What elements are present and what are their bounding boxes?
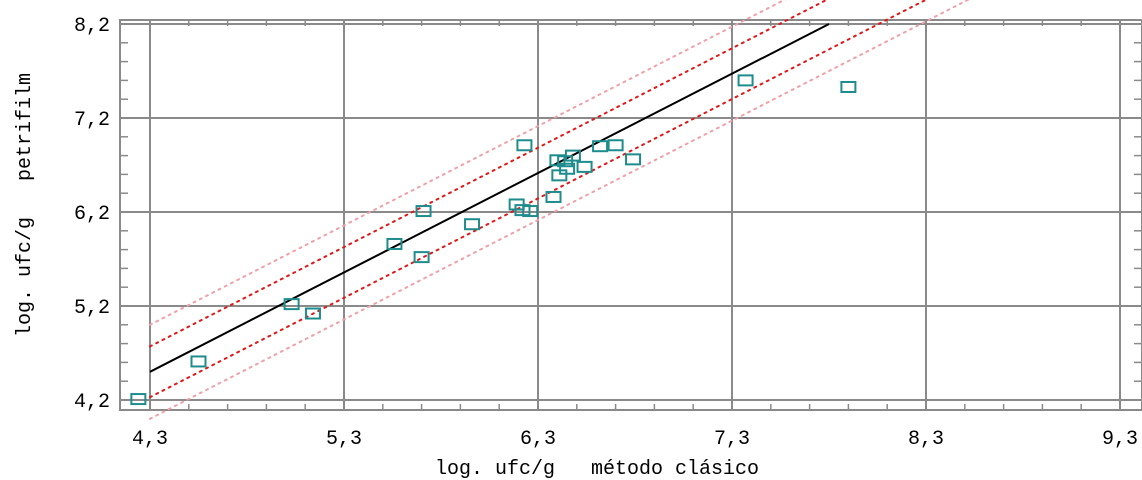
y-axis-label: log. ufc/g petrifilm [14, 73, 37, 337]
minor-ticks [120, 20, 1142, 410]
data-point [737, 74, 754, 87]
x-tick-label: 9,3 [1102, 428, 1138, 451]
confidence-band-line [149, 0, 829, 348]
data-point [564, 149, 581, 162]
x-tick-label: 8,3 [908, 428, 944, 451]
grid-lines [120, 20, 1142, 410]
data-point [283, 298, 300, 311]
x-axis-label: log. ufc/g método clásico [435, 458, 759, 480]
data-point [415, 205, 432, 218]
data-point [516, 139, 533, 152]
y-tick-labels: 4,2 5,2 6,2 7,2 8,2 [74, 15, 110, 414]
x-tick-label: 7,3 [714, 428, 750, 451]
y-tick-label: 5,2 [74, 297, 110, 320]
y-tick-label: 8,2 [74, 15, 110, 38]
prediction-band-line [149, 0, 970, 420]
y-tick-label: 7,2 [74, 109, 110, 132]
regression-line [149, 23, 830, 373]
regression [149, 23, 830, 373]
confidence-band-line [149, 0, 927, 399]
data-point [592, 140, 609, 153]
y-tick-label: 4,2 [74, 391, 110, 414]
data-point [559, 162, 576, 175]
data-point [304, 307, 321, 320]
data-point [190, 355, 207, 368]
data-point [545, 190, 562, 203]
data-point [130, 393, 147, 406]
data-point [386, 237, 403, 250]
x-tick-label: 6,3 [520, 428, 556, 451]
plot-area [119, 19, 1142, 411]
x-tick-label: 4,3 [132, 428, 168, 451]
prediction-band-line [149, 0, 787, 326]
data-point [840, 80, 857, 93]
x-tick-label: 5,3 [326, 428, 362, 451]
data-point [413, 251, 430, 264]
bands [149, 0, 970, 420]
data-point [607, 139, 624, 152]
x-tick-labels: 4,3 5,3 6,3 7,3 8,3 9,3 [132, 428, 1138, 451]
data-point [464, 218, 481, 231]
data-point [576, 160, 593, 173]
data-point [522, 205, 539, 218]
y-tick-label: 6,2 [74, 203, 110, 226]
data-point [625, 153, 642, 166]
data-points [130, 74, 857, 406]
